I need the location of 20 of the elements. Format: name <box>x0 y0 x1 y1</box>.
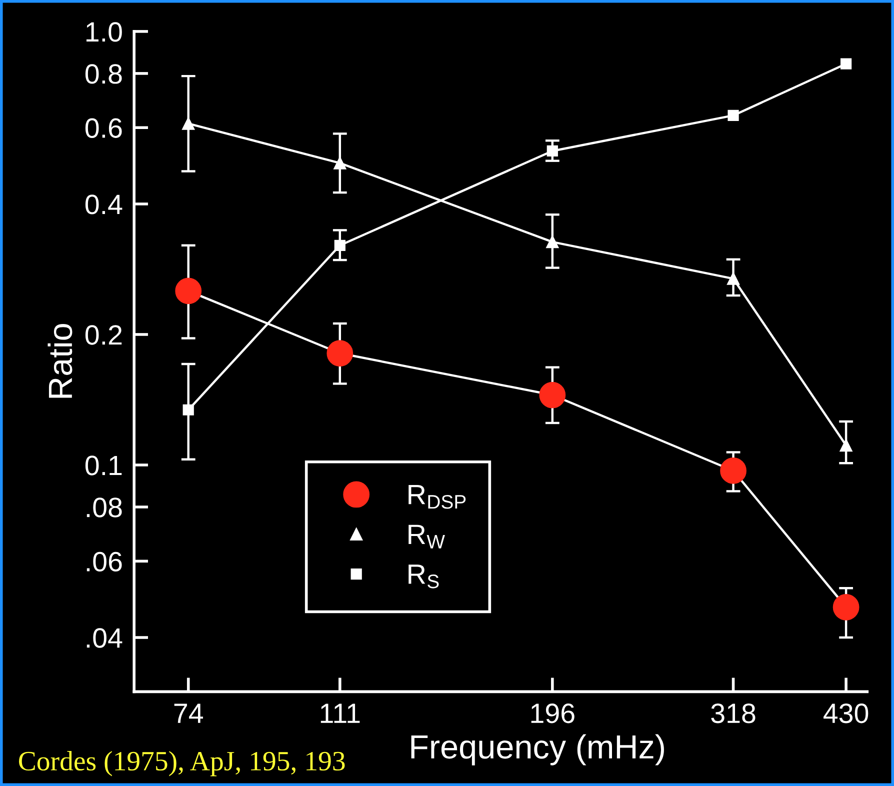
y-axis-title: Ratio <box>48 324 72 398</box>
text: Cordes (1975), ApJ, 195, 193 <box>19 751 345 776</box>
x-tick-label: 318 <box>711 704 756 724</box>
legend-label: R$_{DSP}$ <box>408 485 466 509</box>
y-tick-label: .04 <box>86 628 122 648</box>
legend-label: R$_{W}$ <box>408 524 445 548</box>
y-tick-label: 1.0 <box>86 22 122 42</box>
legend-label: R$_{S}$ <box>408 564 439 588</box>
y-tick-label: 0.2 <box>85 325 122 345</box>
y-tick-label: 0.4 <box>85 194 122 214</box>
y-tick-label: 0.8 <box>85 64 122 84</box>
x-tick-label: 196 <box>531 704 574 724</box>
y-tick-label: .06 <box>86 552 122 572</box>
x-tick-label: 74 <box>174 704 203 723</box>
x-tick-label: 430 <box>824 704 868 724</box>
y-tick-label: .08 <box>86 498 122 518</box>
x-axis-title: Frequency (mHz) <box>411 734 664 766</box>
y-tick-label: 0.1 <box>85 456 122 476</box>
y-tick-label: 0.6 <box>85 118 122 138</box>
x-tick-label: 111 <box>320 704 360 723</box>
